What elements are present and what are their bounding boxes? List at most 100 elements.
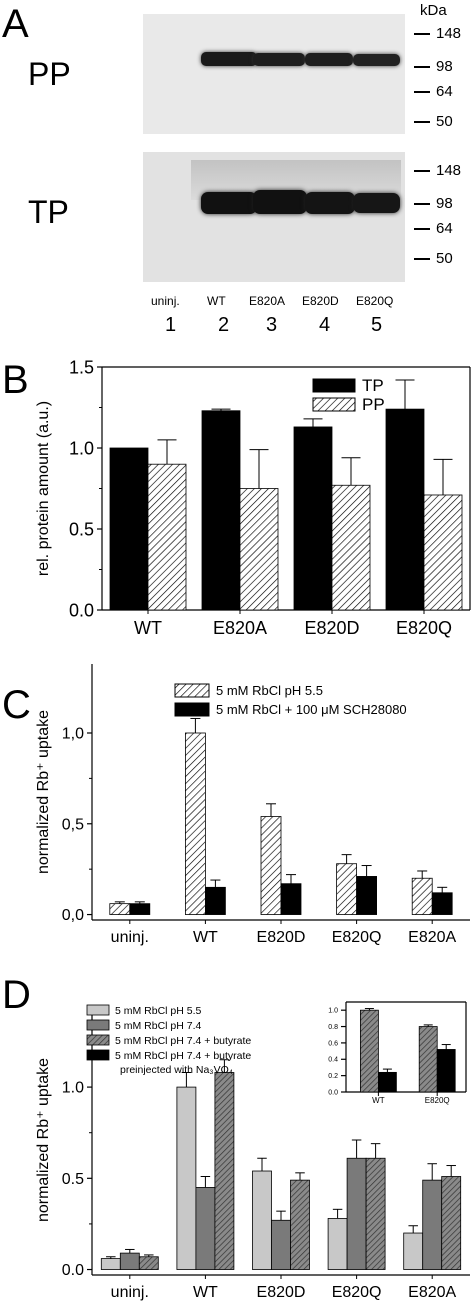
panel-c-letter: C bbox=[2, 683, 31, 727]
x-category-label: E820D bbox=[257, 929, 306, 946]
y-tick-label: 0.6 bbox=[328, 1040, 338, 1047]
bar bbox=[138, 1256, 159, 1270]
bar bbox=[359, 1009, 379, 1093]
bar bbox=[377, 1071, 397, 1093]
x-category-label: WT bbox=[372, 1096, 385, 1105]
y-axis-label: normalized Rb⁺ uptake bbox=[35, 1058, 52, 1222]
x-category-label: E820D bbox=[304, 618, 359, 638]
x-category-label: E820Q bbox=[332, 929, 382, 946]
y-axis-label: normalized Rb⁺ uptake bbox=[35, 710, 52, 874]
y-tick-label: 1.0 bbox=[69, 438, 94, 458]
tp-marker-tick bbox=[414, 203, 430, 205]
bar bbox=[436, 1049, 456, 1093]
tp-band-e820a bbox=[253, 190, 307, 214]
legend-label: 5 mM RbCl pH 7.4 + butyrate bbox=[115, 1050, 251, 1062]
tp-marker-tick bbox=[414, 228, 430, 230]
y-axis-label: rel. protein amount (a.u.) bbox=[35, 401, 52, 576]
pp-marker-50: 50 bbox=[436, 113, 453, 130]
y-tick-label: 0.0 bbox=[328, 1089, 338, 1096]
x-category-label: E820Q bbox=[332, 1284, 382, 1301]
bar bbox=[331, 484, 371, 611]
bar bbox=[204, 886, 226, 915]
x-category-label: E820Q bbox=[425, 1096, 450, 1105]
tp-marker-tick bbox=[414, 258, 430, 260]
bar bbox=[423, 494, 463, 611]
bar bbox=[100, 1258, 121, 1270]
bar bbox=[109, 447, 149, 611]
bar bbox=[214, 1072, 235, 1270]
bar bbox=[365, 1157, 386, 1270]
bar bbox=[239, 488, 279, 611]
bar bbox=[109, 903, 131, 915]
y-tick-label: 0.2 bbox=[328, 1073, 338, 1080]
pp-marker-tick bbox=[414, 91, 430, 93]
lane-label: WT bbox=[207, 294, 226, 308]
bar bbox=[293, 426, 333, 611]
pp-label: PP bbox=[28, 56, 71, 92]
tp-band-wt bbox=[201, 192, 257, 214]
legend-label: 5 mM RbCl + 100 μM SCH28080 bbox=[216, 702, 407, 717]
x-category-label: uninj. bbox=[111, 929, 149, 946]
lane-label: E820D bbox=[302, 294, 339, 308]
y-tick-label: 0,5 bbox=[62, 816, 84, 833]
legend-label: PP bbox=[362, 395, 385, 414]
bar bbox=[260, 816, 282, 915]
pp-band-wt bbox=[201, 52, 257, 66]
tp-marker-50: 50 bbox=[436, 250, 453, 267]
bar bbox=[290, 1179, 310, 1270]
tp-label: TP bbox=[28, 194, 69, 230]
x-category-label: WT bbox=[193, 929, 218, 946]
pp-marker-tick bbox=[414, 33, 430, 35]
tp-band-e820q bbox=[353, 193, 400, 213]
tp-marker-148: 148 bbox=[436, 162, 462, 179]
pp-marker-98: 98 bbox=[436, 58, 453, 75]
pp-band-e820q bbox=[353, 54, 400, 66]
bar bbox=[147, 463, 187, 611]
lane-number: 2 bbox=[218, 314, 230, 336]
bar bbox=[184, 732, 206, 915]
bar bbox=[195, 1187, 216, 1270]
panel-b-letter: B bbox=[2, 358, 29, 402]
tp-band-e820d bbox=[305, 192, 355, 214]
bar bbox=[201, 410, 241, 611]
x-category-label: E820A bbox=[408, 929, 456, 946]
legend-label: TP bbox=[362, 376, 384, 395]
bar bbox=[129, 903, 151, 915]
y-tick-label: 1.0 bbox=[328, 1008, 338, 1015]
x-category-label: E820A bbox=[213, 618, 267, 638]
legend-swatch bbox=[86, 1034, 110, 1046]
bar bbox=[356, 876, 378, 915]
y-tick-label: 0.0 bbox=[62, 1262, 84, 1279]
bar bbox=[119, 1252, 140, 1270]
y-tick-label: 0.5 bbox=[69, 519, 94, 539]
legend-label: preinjected with Na₃VO₄ bbox=[120, 1064, 233, 1076]
bar bbox=[336, 863, 358, 915]
y-tick-label: 1.0 bbox=[62, 1080, 84, 1097]
legend-swatch bbox=[86, 1019, 110, 1031]
pp-band-e820d bbox=[305, 53, 353, 66]
x-category-label: uninj. bbox=[111, 1284, 149, 1301]
legend-swatch bbox=[174, 702, 210, 717]
x-category-label: E820Q bbox=[396, 618, 452, 638]
legend-swatch bbox=[174, 683, 210, 698]
lane-label: E820Q bbox=[356, 294, 394, 308]
lane-label: E820A bbox=[249, 294, 286, 308]
bar bbox=[327, 1218, 348, 1270]
legend-swatch bbox=[312, 397, 356, 412]
legend-label: 5 mM RbCl pH 7.4 + butyrate bbox=[115, 1035, 251, 1047]
lane-number: 3 bbox=[266, 314, 278, 336]
bar bbox=[431, 892, 453, 915]
pp-band-e820a bbox=[253, 53, 305, 66]
legend-swatch bbox=[86, 1004, 110, 1016]
bar bbox=[418, 1026, 438, 1093]
pp-marker-148: 148 bbox=[436, 25, 462, 42]
x-category-label: WT bbox=[134, 618, 162, 638]
lane-number: 5 bbox=[371, 314, 383, 336]
y-tick-label: 1.5 bbox=[69, 357, 94, 377]
pp-blot bbox=[143, 14, 405, 134]
lane-number: 4 bbox=[319, 314, 331, 336]
pp-marker-64: 64 bbox=[436, 83, 453, 100]
y-tick-label: 0.8 bbox=[328, 1024, 338, 1031]
bar bbox=[271, 1219, 291, 1270]
